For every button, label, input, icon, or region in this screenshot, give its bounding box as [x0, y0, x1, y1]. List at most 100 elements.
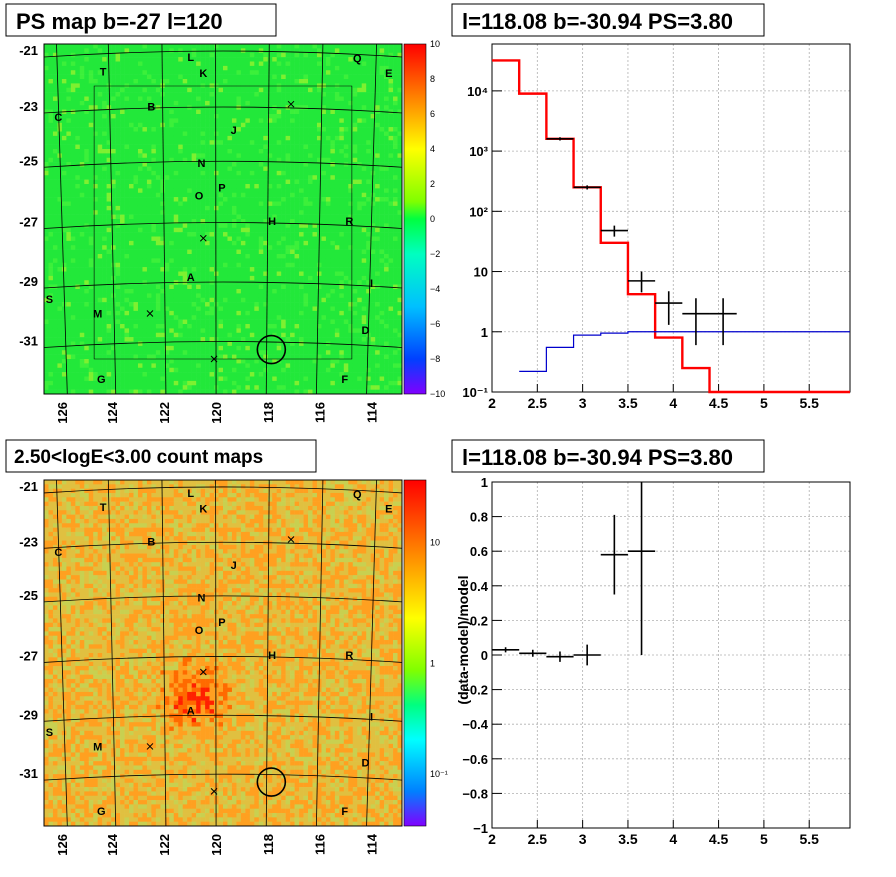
tr-model-source-series [519, 331, 850, 372]
tl-palette [403, 43, 427, 395]
bl-source-s: S [46, 727, 53, 739]
tl-source-k: K [199, 68, 207, 80]
tl-source-e: E [385, 68, 392, 80]
bl-ytick: -25 [19, 588, 38, 603]
tl-title: PS map b=-27 l=120 [16, 9, 223, 34]
tr-plot: 2 2.5 3 3.5 4 4.5 5 5.5 10⁻¹ 1 10 10² 10³ 10⁴ [462, 43, 851, 411]
br-xtick: 3.5 [618, 831, 638, 847]
tl-palette-tick: −10 [430, 389, 445, 399]
bl-source-i: I [370, 711, 373, 723]
bl-source-a: A [187, 705, 195, 717]
bl-coord-grid [43, 479, 403, 827]
tr-xtick: 4.5 [709, 395, 729, 411]
tl-palette-tick: −8 [430, 354, 440, 364]
br-xtick: 2 [488, 831, 496, 847]
bl-palette-tick: 10⁻¹ [430, 769, 448, 779]
tl-palette-tick: −2 [430, 249, 440, 259]
tl-palette-tick: 4 [430, 144, 435, 154]
bl-source-o: O [195, 625, 204, 637]
tl-ytick: -29 [19, 274, 38, 289]
tr-title-box [451, 3, 765, 37]
br-residual-point [492, 647, 520, 653]
bl-xtick: 120 [209, 834, 224, 856]
br-ytick: 0.4 [470, 579, 489, 594]
bl-source-d: D [362, 758, 370, 770]
bl-source-p: P [218, 617, 225, 629]
bl-source-q: Q [353, 489, 362, 501]
tl-source-j: J [231, 125, 237, 137]
bl-source-c: C [54, 547, 62, 559]
tl-palette-tick: 6 [430, 109, 435, 119]
tl-source-h: H [268, 216, 276, 228]
br-residual-point [519, 649, 547, 657]
bl-palette [403, 479, 427, 827]
br-ytick: 0 [481, 648, 488, 663]
tl-cross-marker [210, 355, 218, 363]
br-ytick: 0.8 [470, 510, 488, 525]
br-title: l=118.08 b=-30.94 PS=3.80 [462, 445, 733, 470]
br-plot: 2 2.5 3 3.5 4 4.5 5 5.5 1 0.8 0.6 0.4 0.2 0 −0.2 −0.4 −0… [462, 475, 851, 847]
br-ytick: 0.6 [470, 544, 488, 559]
tr-ytick: 10⁻¹ [462, 385, 488, 400]
br-ytick: −0.8 [462, 786, 488, 801]
tl-ytick: -23 [19, 99, 38, 114]
bl-xtick: 122 [157, 834, 172, 856]
tl-map: T LK Q E C B J N O P H R A S M I D G F -21 -23 -25 -27 -29 -31 12… [19, 39, 445, 424]
tl-source-a: A [187, 272, 195, 284]
tl-source-f: F [341, 374, 348, 386]
bl-pixels [44, 480, 403, 827]
br-xtick: 2.5 [528, 831, 548, 847]
tl-palette-tick: 10 [430, 39, 440, 49]
tl-source-n: N [198, 158, 206, 170]
bl-cross-marker [146, 743, 154, 750]
bl-xtick: 116 [313, 834, 328, 855]
tl-source-l: L [187, 52, 194, 64]
bl-source-labels: T LK Q E C B J N O P H R A S M I D G F [46, 488, 393, 818]
tl-source-c: C [54, 112, 62, 124]
br-residual-point [627, 482, 656, 655]
bl-cross-marker [199, 668, 207, 676]
tr-title: l=118.08 b=-30.94 PS=3.80 [462, 9, 733, 34]
br-xtick: 5 [760, 831, 768, 847]
bl-xtick: 118 [261, 834, 276, 855]
bl-xtick: 114 [365, 833, 380, 855]
tl-source-s: S [46, 294, 53, 306]
bl-title-box [5, 439, 317, 473]
tl-cross-marker [146, 310, 154, 317]
tl-ytick: -21 [19, 43, 38, 58]
tr-data-point [655, 291, 683, 325]
bl-frame [43, 479, 403, 827]
bl-ytick: -27 [19, 648, 38, 663]
tr-ytick: 10² [469, 204, 488, 219]
bl-palette-tick: 1 [430, 658, 435, 668]
br-residual-point [600, 514, 628, 595]
tl-xtick: 114 [365, 401, 380, 423]
tl-ytick: -27 [19, 215, 38, 230]
bl-source-n: N [198, 593, 206, 605]
tl-source-r: R [345, 216, 353, 228]
tr-data-point [600, 225, 628, 237]
tl-source-i: I [370, 278, 373, 290]
bl-target-circle [256, 767, 287, 797]
br-ytick: −0.6 [462, 752, 488, 767]
bl-source-b: B [147, 537, 155, 549]
tl-source-b: B [147, 101, 155, 113]
bl-source-f: F [341, 806, 348, 818]
bl-source-m: M [93, 741, 102, 753]
br-ytick: 1 [481, 475, 488, 490]
bl-cross-marker [287, 536, 295, 543]
tl-target-circle [256, 334, 287, 365]
tl-xtick: 118 [261, 402, 276, 423]
bl-source-k: K [199, 504, 207, 516]
bl-title: 2.50<logE<3.00 count maps [14, 447, 263, 468]
tr-xtick: 2.5 [528, 395, 548, 411]
bl-ytick: -29 [19, 707, 38, 722]
tl-palette-tick: 0 [430, 214, 435, 224]
tl-ytick: -25 [19, 153, 38, 168]
tl-source-t: T [100, 66, 107, 78]
bl-source-j: J [231, 560, 237, 572]
tr-model-total-series [492, 59, 850, 394]
tl-xtick: 124 [105, 401, 120, 423]
